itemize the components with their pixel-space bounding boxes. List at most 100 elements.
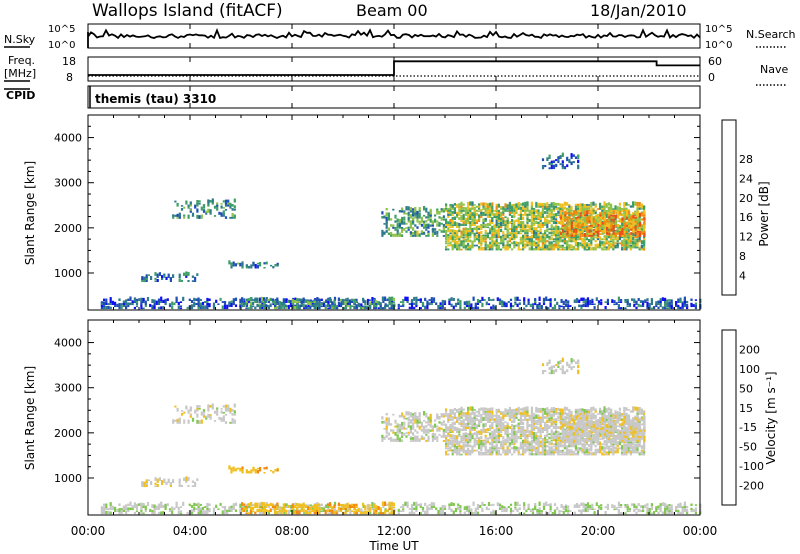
velocity-cell: [495, 408, 498, 411]
power-cell: [603, 235, 606, 237]
power-cell: [548, 228, 551, 231]
power-cell: [302, 297, 305, 301]
power-cell: [638, 218, 641, 222]
power-cell: [601, 211, 604, 215]
velocity-cell: [482, 423, 485, 427]
power-cell: [616, 238, 619, 243]
power-cell: [234, 304, 238, 307]
power-cell: [469, 227, 472, 231]
velocity-cell: [175, 501, 178, 506]
power-cell: [577, 215, 580, 219]
velocity-cell: [655, 508, 658, 512]
velocity-cell: [326, 503, 329, 506]
power-cell: [508, 201, 511, 206]
power-cell: [595, 297, 598, 301]
power-cell: [544, 165, 547, 168]
power-cell: [207, 204, 210, 207]
power-cell: [109, 297, 112, 301]
velocity-cell: [331, 510, 334, 515]
power-cell: [423, 222, 426, 227]
power-cell: [333, 299, 336, 303]
power-cell: [558, 307, 561, 310]
velocity-cell: [561, 417, 564, 419]
power-cell: [263, 297, 266, 301]
velocity-cell: [427, 423, 430, 426]
power-cell: [274, 300, 277, 303]
power-cell: [377, 301, 380, 305]
velocity-cell: [555, 440, 558, 444]
power-cell: [657, 300, 660, 303]
power-cell: [607, 206, 610, 210]
velocity-cell: [398, 415, 401, 418]
power-cell: [449, 204, 452, 208]
power-cell: [424, 305, 427, 310]
velocity-cell: [485, 506, 488, 511]
power-cell: [329, 297, 332, 301]
velocity-cell: [469, 444, 472, 448]
power-cell: [617, 301, 620, 303]
velocity-cell: [228, 465, 231, 470]
velocity-cell: [530, 426, 533, 429]
power-cell: [555, 218, 558, 220]
power-cell: [686, 300, 689, 303]
velocity-cell: [388, 507, 391, 511]
power-cell: [497, 235, 500, 239]
power-cell: [535, 220, 538, 224]
velocity-cell: [187, 410, 190, 414]
velocity-cell: [617, 511, 620, 515]
velocity-cell: [646, 506, 649, 511]
velocity-cell: [539, 453, 542, 456]
power-cell: [588, 246, 591, 251]
velocity-cell: [453, 437, 456, 442]
velocity-cell: [416, 415, 419, 420]
power-cell: [590, 220, 593, 223]
velocity-cell: [427, 428, 430, 432]
power-cell: [559, 210, 562, 215]
power-cell: [118, 305, 121, 310]
velocity-cell: [533, 445, 536, 448]
power-cell: [462, 220, 465, 225]
power-cell: [179, 301, 183, 303]
power-cell: [469, 212, 472, 216]
velocity-cell: [142, 512, 145, 515]
power-cell: [462, 203, 465, 206]
power-cell: [267, 299, 271, 303]
power-cell: [614, 241, 617, 245]
power-cell: [668, 299, 671, 301]
velocity-cell: [502, 411, 505, 415]
power-cell: [592, 208, 595, 212]
power-cell: [429, 218, 432, 223]
power-cell: [190, 300, 194, 303]
power-cell: [472, 307, 475, 310]
velocity-cell: [440, 421, 443, 424]
velocity-cell: [471, 412, 474, 415]
power-cell: [537, 209, 540, 212]
power-cell: [447, 242, 450, 245]
power-cell: [453, 229, 456, 233]
velocity-cell: [561, 408, 564, 413]
velocity-cell: [401, 425, 404, 430]
power-cell: [486, 226, 489, 229]
velocity-cell: [504, 413, 507, 415]
velocity-cell: [155, 505, 158, 510]
power-cell: [621, 224, 624, 229]
velocity-cell: [249, 506, 252, 511]
velocity-cell: [398, 431, 401, 434]
power-cell: [517, 206, 520, 210]
power-cell: [530, 234, 533, 239]
power-cell: [537, 230, 540, 233]
velocity-cell: [537, 445, 540, 450]
power-cell: [476, 306, 480, 310]
velocity-cell: [263, 467, 266, 470]
power-cell: [497, 222, 500, 224]
power-cell: [643, 220, 646, 225]
power-cell: [585, 243, 588, 247]
power-cell: [577, 159, 580, 164]
velocity-cell: [548, 409, 551, 411]
velocity-cell: [664, 502, 667, 506]
velocity-cell: [396, 430, 399, 434]
velocity-cell: [183, 422, 186, 424]
power-cell: [641, 225, 644, 229]
power-cell: [588, 246, 591, 249]
power-cell: [506, 234, 509, 237]
